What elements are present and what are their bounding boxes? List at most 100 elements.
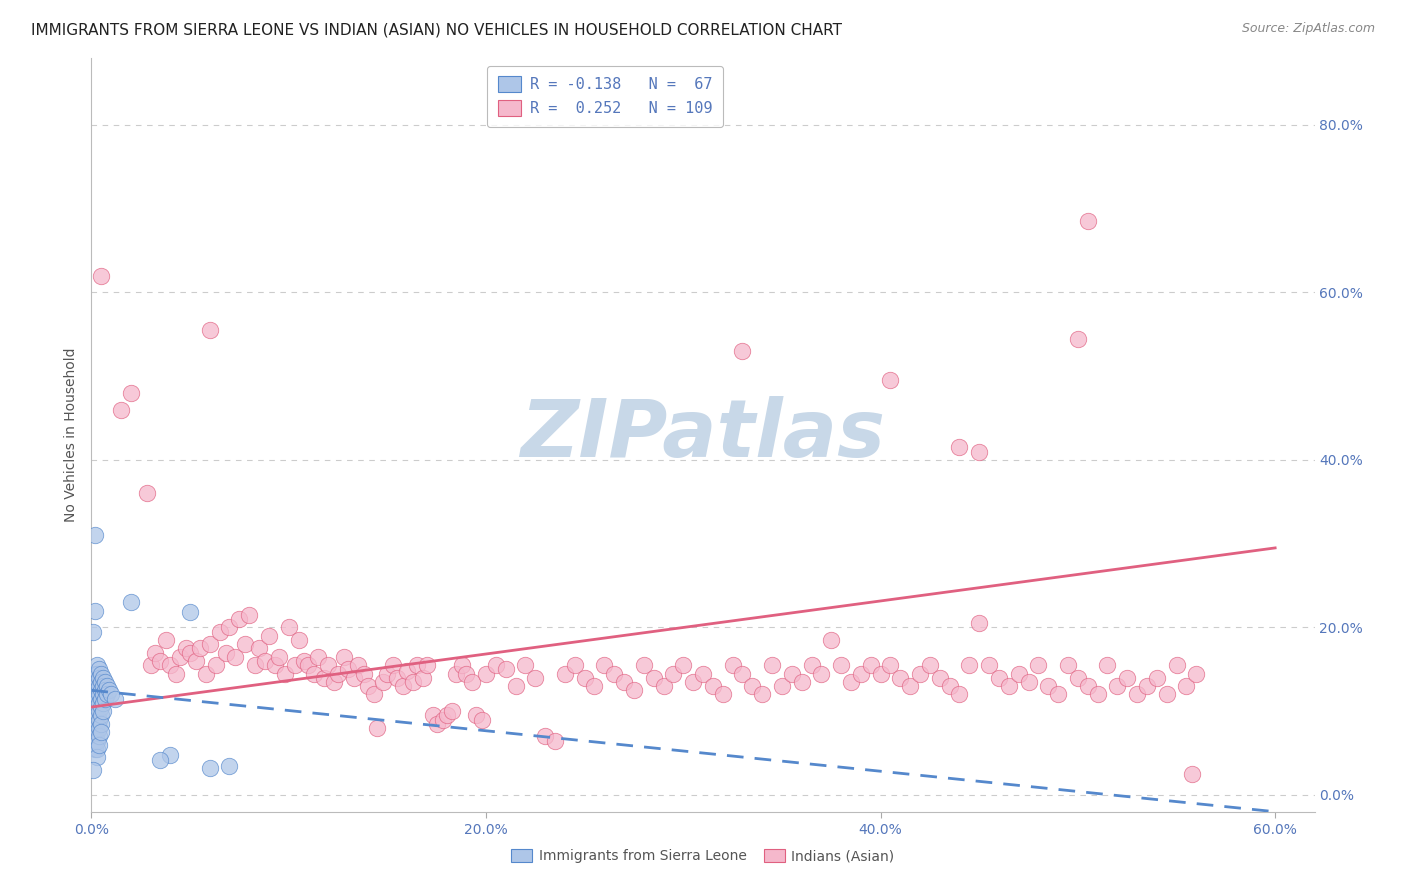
Point: [91, 679, 114, 693]
Point: [84, 708, 107, 723]
Point: [652, 679, 675, 693]
Point: [120, 386, 142, 401]
Text: ZIPatlas: ZIPatlas: [520, 396, 886, 474]
Point: [1047, 688, 1070, 702]
Point: [731, 344, 754, 359]
Point: [90, 708, 112, 723]
Point: [1107, 679, 1129, 693]
Point: [432, 713, 454, 727]
Point: [100, 688, 122, 702]
Point: [346, 658, 368, 673]
Point: [544, 733, 567, 747]
Point: [94, 674, 117, 689]
Point: [89, 721, 111, 735]
Point: [89, 730, 111, 744]
Point: [96, 688, 118, 702]
Point: [623, 683, 645, 698]
Point: [495, 662, 517, 676]
Point: [948, 688, 970, 702]
Point: [353, 666, 375, 681]
Point: [1185, 666, 1208, 681]
Point: [343, 671, 366, 685]
Point: [84, 725, 107, 739]
Point: [406, 658, 429, 673]
Point: [702, 679, 724, 693]
Point: [90, 683, 112, 698]
Point: [1181, 767, 1204, 781]
Point: [382, 658, 405, 673]
Point: [98, 683, 121, 698]
Point: [238, 607, 260, 622]
Point: [86, 691, 108, 706]
Point: [89, 696, 111, 710]
Point: [465, 708, 488, 723]
Point: [198, 637, 221, 651]
Text: IMMIGRANTS FROM SIERRA LEONE VS INDIAN (ASIAN) NO VEHICLES IN HOUSEHOLD CORRELAT: IMMIGRANTS FROM SIERRA LEONE VS INDIAN (…: [31, 22, 842, 37]
Point: [810, 666, 832, 681]
Point: [326, 666, 349, 681]
Point: [564, 658, 586, 673]
Point: [110, 402, 132, 417]
Point: [987, 671, 1010, 685]
Point: [120, 595, 142, 609]
Point: [316, 658, 339, 673]
Point: [208, 624, 231, 639]
Point: [918, 658, 941, 673]
Point: [928, 671, 950, 685]
Point: [1077, 679, 1099, 693]
Point: [1008, 666, 1031, 681]
Point: [267, 649, 290, 664]
Point: [363, 688, 385, 702]
Point: [218, 758, 240, 772]
Point: [143, 646, 166, 660]
Point: [1018, 674, 1040, 689]
Point: [89, 662, 111, 676]
Point: [198, 761, 221, 775]
Point: [188, 641, 211, 656]
Point: [86, 666, 108, 681]
Point: [1166, 658, 1188, 673]
Point: [948, 441, 970, 455]
Point: [957, 658, 980, 673]
Point: [89, 688, 111, 702]
Point: [1038, 679, 1060, 693]
Point: [84, 716, 107, 731]
Point: [96, 679, 118, 693]
Point: [333, 649, 356, 664]
Point: [90, 700, 112, 714]
Point: [86, 658, 108, 673]
Point: [165, 666, 187, 681]
Point: [294, 654, 316, 668]
Point: [94, 683, 117, 698]
Point: [998, 679, 1021, 693]
Point: [574, 671, 596, 685]
Point: [198, 323, 221, 337]
Point: [967, 444, 990, 458]
Point: [800, 658, 823, 673]
Point: [790, 674, 813, 689]
Point: [422, 708, 444, 723]
Point: [84, 700, 107, 714]
Point: [84, 733, 107, 747]
Point: [402, 674, 425, 689]
Point: [859, 658, 882, 673]
Point: [82, 624, 104, 639]
Point: [515, 658, 537, 673]
Point: [253, 654, 276, 668]
Point: [879, 658, 901, 673]
Point: [159, 658, 181, 673]
Point: [820, 633, 842, 648]
Point: [135, 486, 157, 500]
Point: [1156, 688, 1178, 702]
Point: [554, 666, 576, 681]
Point: [711, 688, 734, 702]
Point: [179, 646, 201, 660]
Point: [967, 616, 990, 631]
Point: [475, 666, 498, 681]
Point: [91, 704, 114, 718]
Point: [91, 696, 114, 710]
Point: [451, 658, 474, 673]
Point: [90, 716, 112, 731]
Point: [1136, 679, 1159, 693]
Point: [366, 721, 388, 735]
